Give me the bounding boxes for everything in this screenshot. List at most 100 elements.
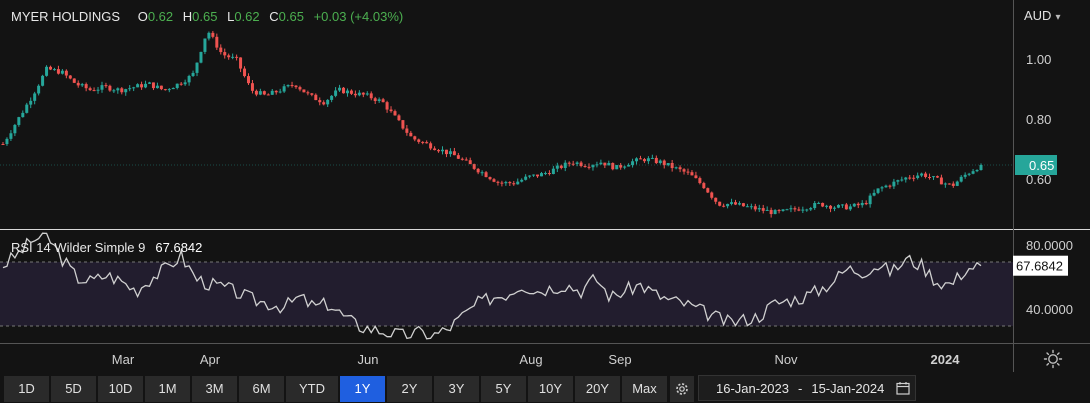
candle-body: [547, 173, 551, 175]
range-button-3m[interactable]: 3M: [192, 376, 237, 402]
range-button-6m[interactable]: 6M: [239, 376, 284, 402]
currency-selector[interactable]: AUD ▾: [1024, 8, 1060, 23]
candle-body: [682, 169, 686, 172]
change-value: +0.03 (+4.03%): [313, 9, 404, 24]
candle-body: [631, 161, 635, 166]
candle-body: [500, 182, 504, 184]
range-button-10y[interactable]: 10Y: [528, 376, 573, 402]
candle-body: [96, 89, 100, 91]
candle-body: [595, 164, 599, 166]
candle-body: [623, 166, 627, 168]
candle-body: [274, 90, 278, 93]
range-button-5d[interactable]: 5D: [51, 376, 96, 402]
high-value: 0.65: [192, 9, 218, 24]
range-button-10d[interactable]: 10D: [98, 376, 143, 402]
candle-body: [381, 99, 385, 103]
candle-body: [318, 100, 322, 103]
candle-body: [148, 82, 152, 84]
candle-body: [29, 100, 33, 105]
candle-body: [68, 75, 72, 79]
candle-body: [658, 160, 662, 164]
candle-body: [227, 55, 231, 58]
candle-body: [175, 83, 179, 88]
candle-body: [88, 88, 92, 91]
close-value: 0.65: [278, 9, 304, 24]
candle-body: [243, 68, 247, 77]
range-button-20y[interactable]: 20Y: [575, 376, 620, 402]
candle-body: [207, 32, 211, 39]
calendar-icon[interactable]: [896, 381, 910, 395]
candle-body: [678, 167, 682, 170]
candle-body: [397, 115, 401, 121]
stock-chart[interactable]: 1.00 0.80 0.60 80.0000 40.0000 0.65 67.6842 Mar…: [0, 0, 1090, 372]
date-range-picker[interactable]: 16-Jan-2023 - 15-Jan-2024: [698, 375, 916, 401]
candle-body: [223, 52, 227, 56]
rsi-label: RSI 14 Wilder Simple 9: [11, 240, 146, 255]
candle-body: [409, 132, 413, 137]
candle-body: [587, 166, 591, 168]
candle-body: [829, 205, 833, 209]
range-button-1m[interactable]: 1M: [145, 376, 190, 402]
rsi-series: [0, 232, 1013, 340]
candle-body: [892, 181, 896, 187]
candle-body: [698, 178, 702, 184]
candle-body: [365, 93, 369, 95]
price-tick-label: 1.00: [1026, 52, 1051, 67]
candle-body: [401, 120, 405, 129]
candle-body: [955, 181, 959, 186]
candle-body: [666, 162, 670, 166]
candle-body: [72, 78, 76, 83]
range-button-2y[interactable]: 2Y: [387, 376, 432, 402]
candle-body: [444, 149, 448, 155]
candle-body: [425, 142, 429, 144]
candle-body: [472, 164, 476, 169]
candle-body: [49, 66, 53, 70]
high-label: H: [182, 9, 193, 24]
candle-body: [322, 102, 326, 105]
time-tick-label: Aug: [519, 352, 542, 367]
candle-body: [219, 47, 223, 53]
candle-body: [183, 82, 187, 85]
range-button-3y[interactable]: 3Y: [434, 376, 479, 402]
candle-body: [864, 202, 868, 205]
candle-body: [607, 163, 611, 166]
candle-body: [583, 166, 587, 168]
candle-body: [963, 174, 967, 177]
range-button-5y[interactable]: 5Y: [481, 376, 526, 402]
range-button-1y[interactable]: 1Y: [340, 376, 385, 402]
range-button-max[interactable]: Max: [622, 376, 667, 402]
candle-body: [5, 138, 9, 145]
candle-body: [686, 171, 690, 173]
candle-body: [931, 176, 935, 178]
gear-icon[interactable]: [670, 376, 694, 402]
candle-body: [979, 165, 983, 170]
candle-body: [765, 209, 769, 211]
candle-body: [421, 141, 425, 143]
candle-body: [642, 159, 646, 162]
candle-body: [159, 85, 163, 90]
candle-body: [726, 203, 730, 207]
candle-body: [393, 111, 397, 116]
rsi-value: 67.6842: [155, 240, 203, 255]
candle-body: [868, 195, 872, 205]
candle-body: [195, 62, 199, 73]
price-tick-label: 0.80: [1026, 112, 1051, 127]
price-tick-label: 0.60: [1026, 172, 1051, 187]
candle-body: [235, 56, 239, 58]
candle-body: [361, 92, 365, 95]
sun-settings-icon[interactable]: [1043, 349, 1063, 374]
candle-body: [373, 98, 377, 102]
candle-body: [753, 206, 757, 210]
candle-body: [231, 56, 235, 58]
candle-body: [488, 177, 492, 180]
range-button-1d[interactable]: 1D: [4, 376, 49, 402]
rsi-value-badge: [1013, 255, 1068, 276]
candle-body: [924, 173, 928, 177]
candle-body: [330, 95, 334, 100]
candle-body: [654, 157, 658, 164]
candle-body: [975, 169, 979, 172]
range-button-ytd[interactable]: YTD: [286, 376, 338, 402]
candle-body: [452, 151, 456, 156]
candle-body: [104, 85, 108, 87]
candle-body: [781, 209, 785, 211]
